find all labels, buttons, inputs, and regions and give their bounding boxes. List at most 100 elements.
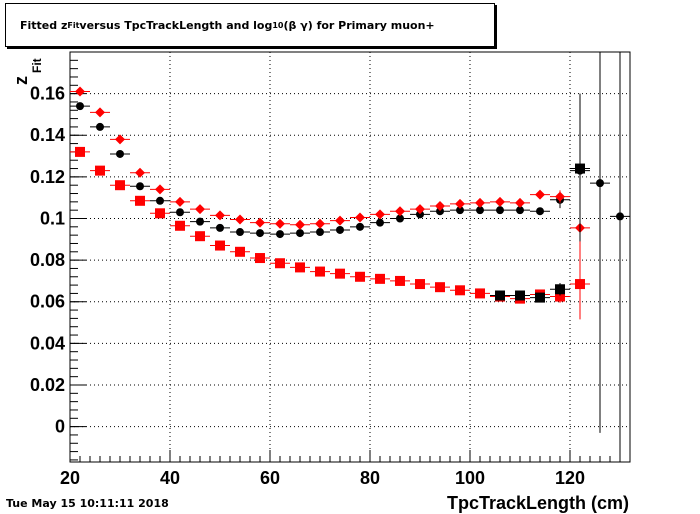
data-point [450,206,470,215]
circle-marker [596,179,604,188]
data-point [70,146,90,157]
data-point [190,231,210,242]
square-marker [135,195,145,206]
y-tick-label: 0.08 [30,250,65,270]
circle-marker [396,214,404,223]
square-marker [255,253,265,264]
data-point [150,184,170,195]
data-point [270,258,290,269]
circle-marker [76,102,84,111]
diamond-marker [235,214,245,225]
square-marker [415,279,425,290]
square-marker [195,231,205,242]
y-tick-label: 0.06 [30,292,65,312]
square-marker [375,273,385,284]
square-marker [555,284,565,295]
data-point [170,208,190,217]
data-point [230,246,250,257]
x-tick-label: 80 [360,468,380,488]
circle-marker [136,182,144,191]
circle-marker [176,208,184,217]
data-point [150,208,170,219]
circle-marker [616,212,624,221]
diamond-marker [155,184,165,195]
circle-marker [256,229,264,238]
circle-marker [536,207,544,216]
data-point [490,290,510,301]
x-tick-label: 100 [455,468,485,488]
chart-title: Fitted z Fit versus TpcTrackLength and lo… [5,3,495,47]
x-tick-label: 40 [160,468,180,488]
data-point [170,220,190,231]
data-point [530,207,550,216]
data-point [410,279,430,290]
data-point [70,102,90,111]
square-marker [295,262,305,273]
title-sub-10: 10 [272,20,284,30]
square-marker [395,275,405,286]
data-point [570,248,590,320]
diamond-marker [375,209,385,220]
circle-marker [236,228,244,237]
square-marker [315,266,325,277]
data-point [70,86,90,97]
y-tick-label: 0.04 [30,333,65,353]
data-point [170,196,190,207]
diamond-marker [315,218,325,229]
diamond-marker [195,204,205,215]
data-point [270,218,290,229]
circle-marker [296,229,304,238]
data-point [530,189,550,200]
data-point [570,95,590,242]
data-point [310,218,330,229]
square-marker [175,220,185,231]
data-point [90,122,110,131]
data-point [390,206,410,217]
square-marker [335,268,345,279]
data-point [430,201,450,212]
data-point [550,283,570,296]
data-point [290,229,310,238]
data-point [610,52,630,462]
data-point [490,196,510,207]
y-tick-label: 0.02 [30,375,65,395]
data-point [250,217,270,228]
data-point [130,182,150,191]
square-marker [515,290,525,301]
diamond-marker [495,196,505,207]
diamond-marker [455,198,465,209]
x-tick-label: 120 [555,468,585,488]
data-point [330,225,350,234]
data-point [210,223,230,232]
data-point [310,228,330,237]
diamond-marker [335,215,345,226]
data-point [250,253,270,264]
axis-ticks: 20 40 60 80 100 120 0 0.02 0.04 0.06 0.08 0.1 0.12 0.… [30,59,631,488]
title-mid: versus TpcTrackLength and log [79,18,273,32]
title-prefix: Fitted z [20,18,68,32]
data-point [350,212,370,223]
y-tick-label: 0.14 [30,125,65,145]
diamond-marker [555,191,565,202]
data-point [410,204,430,215]
diamond-marker [75,86,85,97]
data-point [430,282,450,293]
y-axis-title: z Fit [11,58,44,85]
circle-marker [316,228,324,237]
circle-marker [216,223,224,232]
data-point [290,262,310,273]
diamond-marker [95,107,105,118]
data-point [370,218,390,227]
x-tick-label: 20 [60,468,80,488]
data-point [430,207,450,216]
square-marker [475,288,485,299]
diamond-marker [535,189,545,200]
data-point [330,268,350,279]
square-marker [455,285,465,296]
circle-marker [416,210,424,219]
square-marker [355,271,365,282]
data-point [110,134,130,145]
data-point [510,206,530,215]
diamond-marker [515,197,525,208]
circle-marker [516,206,524,215]
